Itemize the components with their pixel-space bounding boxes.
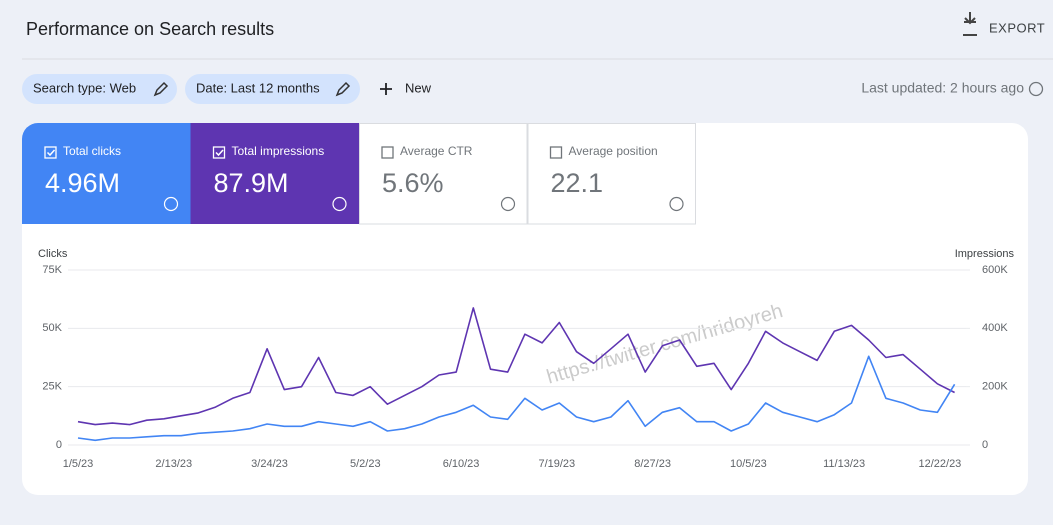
y-tick-label: 25K [42,381,62,393]
last-updated: Last updated: 2 hours ago [861,80,1024,96]
x-tick-label: 11/13/23 [823,458,865,470]
edit-icon [335,81,351,97]
y2-tick-label: 0 [982,439,988,451]
y-axis-title: Clicks [38,248,68,260]
y-tick-label: 0 [56,439,62,451]
page-title: Performance on Search results [26,19,274,39]
x-tick-label: 12/22/23 [918,458,961,470]
x-tick-label: 2/13/23 [155,458,192,470]
tile-bg [22,123,191,224]
metric-label: Average CTR [400,144,473,158]
metric-tile[interactable]: Average position 22.1 [527,123,696,225]
export-label: EXPORT [989,20,1045,35]
y-tick-label: 75K [42,264,62,276]
x-tick-label: 6/10/23 [443,458,480,470]
metric-tile[interactable]: Total clicks 4.96M [22,123,191,224]
x-tick-label: 5/2/23 [350,458,381,470]
help-icon [163,196,179,212]
y-tick-label: 50K [42,322,62,334]
export-button[interactable]: EXPORT [963,12,1045,36]
series-line [77,307,955,426]
checkbox [381,146,394,159]
download-icon [963,12,977,36]
y2-tick-label: 600K [982,264,1008,276]
x-tick-label: 8/27/23 [634,458,671,470]
metric-value: 5.6% [382,168,444,198]
edit-icon [153,81,169,97]
checkbox [549,146,563,159]
metric-value: 87.9M [214,168,289,198]
tile-bg [190,123,360,224]
plus-icon [380,83,392,95]
help-icon [332,196,347,212]
metric-value: 4.96M [45,168,120,198]
tile-bg [527,123,696,225]
chip-label: Search type: Web [33,80,136,95]
checkbox [44,146,57,159]
chip-bg [22,74,177,104]
metric-label: Total clicks [63,144,121,158]
metric-tiles: Total clicks 4.96M Total impressions 87.9M A… [22,123,696,225]
checkbox [212,146,226,159]
metric-value: 22.1 [551,168,604,198]
series-line [77,355,956,442]
filter-chip[interactable]: Search type: Web [22,74,177,104]
tile-bg [359,123,528,225]
new-filter-button[interactable]: New [380,80,432,95]
y2-tick-label: 400K [982,322,1008,334]
x-tick-label: 1/5/23 [63,458,94,470]
checkmark [215,149,224,157]
y2-tick-label: 200K [982,381,1008,393]
metric-tile[interactable]: Total impressions 87.9M [190,123,360,224]
metric-label: Total impressions [232,144,325,158]
help-circle [1028,81,1044,97]
y2-axis-title: Impressions [955,248,1015,260]
metric-label: Average position [569,144,658,158]
x-tick-label: 3/24/23 [251,458,288,470]
chip-bg [185,74,360,104]
checkmark [46,149,56,157]
help-icon [500,196,516,212]
chip-label: Date: Last 12 months [196,80,320,95]
help-icon [669,196,684,212]
help-icon[interactable] [1028,81,1044,97]
filter-chip[interactable]: Date: Last 12 months [185,74,360,104]
x-tick-label: 10/5/23 [730,458,767,470]
metric-tile[interactable]: Average CTR 5.6% [359,123,528,225]
x-tick-label: 7/19/23 [538,458,575,470]
new-label: New [405,80,432,95]
